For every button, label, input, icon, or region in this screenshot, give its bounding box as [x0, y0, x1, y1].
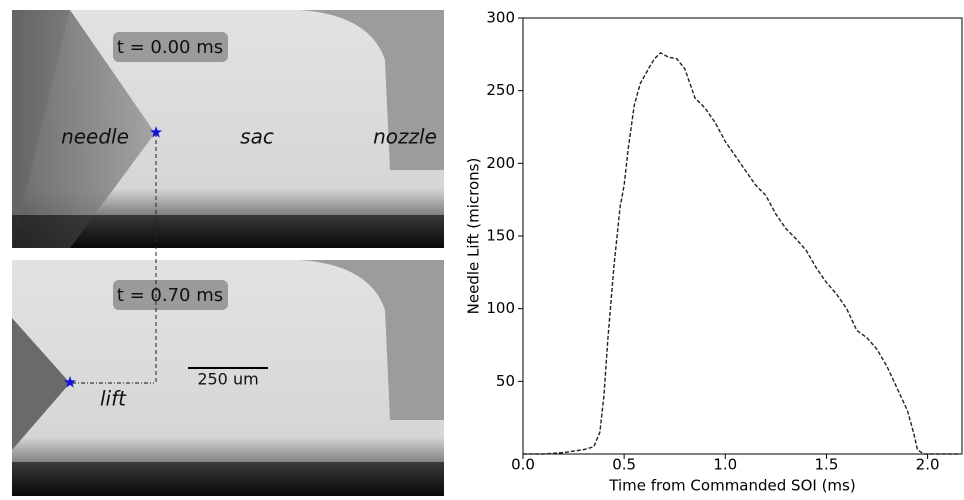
x-tick-label: 2.0	[916, 456, 940, 474]
y-tick-label: 250	[486, 81, 515, 99]
x-tick-label: 0.5	[612, 456, 636, 474]
time-label: t = 0.00 ms	[117, 37, 223, 58]
x-axis-label: Time from Commanded SOI (ms)	[608, 477, 855, 495]
chart: 0.0 0.5 1.0 1.5 2.0 50 100 150 200 250 300 Time fro…	[465, 9, 963, 495]
region-label: needle	[61, 125, 129, 149]
y-tick-label: 100	[486, 299, 515, 317]
star: ★	[149, 123, 163, 142]
y-tick-label: 50	[496, 372, 515, 390]
data-line	[523, 52, 958, 455]
lift-label: lift	[100, 387, 127, 411]
x-tick-label: 0.0	[511, 456, 535, 474]
top-image: t = 0.00 ms needle sac nozzle ★	[12, 10, 444, 248]
region-label: nozzle	[373, 125, 437, 149]
y-tick-label: 150	[486, 227, 515, 245]
bottom-image: t = 0.70 ms 250 um lift ★	[12, 260, 444, 496]
region-label: sac	[240, 125, 274, 149]
y-axis-label: Needle Lift (microns)	[465, 158, 483, 315]
y-tick-label: 300	[486, 9, 515, 27]
plot-frame	[522, 17, 963, 455]
time-label: t = 0.70 ms	[117, 285, 223, 306]
y-tick-label: 200	[486, 154, 515, 172]
scale-label: 250 um	[197, 370, 258, 389]
x-tick-label: 1.0	[713, 456, 737, 474]
star: ★	[63, 373, 77, 392]
x-tick-label: 1.5	[815, 456, 839, 474]
